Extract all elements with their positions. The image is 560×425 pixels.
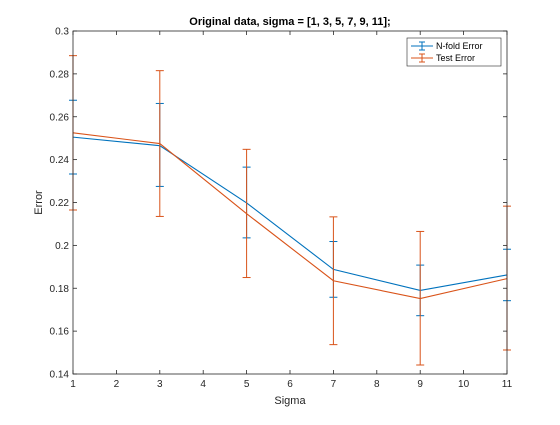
legend-swatch-0 bbox=[411, 41, 433, 51]
series-line-0 bbox=[72, 136, 508, 291]
y-tick-label: 0.28 bbox=[50, 69, 70, 80]
y-tick-label: 0.2 bbox=[55, 241, 69, 252]
y-tick-label: 0.18 bbox=[50, 284, 70, 295]
error-bar-s1-p1 bbox=[155, 70, 164, 217]
y-tick-label: 0.16 bbox=[50, 327, 70, 338]
error-bar-s1-p4 bbox=[416, 230, 425, 366]
y-tick-label: 0.24 bbox=[50, 155, 70, 166]
chart-title: Original data, sigma = [1, 3, 5, 7, 9, 1… bbox=[189, 16, 390, 28]
legend-label-1: Test Error bbox=[436, 53, 475, 63]
x-tick-label: 4 bbox=[200, 379, 206, 390]
y-tick-label: 0.3 bbox=[55, 27, 69, 38]
axes-layer: 1 2 3 4 5 6 7 8 9 10 11 0.14 0.16 0.18 0.2 0.22 0.24 0.26… bbox=[50, 27, 513, 391]
error-bar-s1-p3 bbox=[329, 216, 338, 346]
legend-box bbox=[406, 37, 502, 67]
x-tick-label: 2 bbox=[114, 379, 120, 390]
x-tick-label: 3 bbox=[157, 379, 163, 390]
x-tick-label: 9 bbox=[417, 379, 423, 390]
x-tick-label: 7 bbox=[331, 379, 337, 390]
x-tick-label: 11 bbox=[502, 379, 513, 390]
legend-label-0: N-fold Error bbox=[436, 41, 483, 51]
x-tick-label: 1 bbox=[70, 379, 76, 390]
x-tick-label: 6 bbox=[287, 379, 293, 390]
series-line-1 bbox=[72, 132, 508, 300]
x-axis-label: Sigma bbox=[274, 395, 306, 407]
x-tick-label: 8 bbox=[374, 379, 380, 390]
legend: N-fold Error Test Error bbox=[406, 37, 502, 67]
plot-area bbox=[73, 31, 507, 374]
y-tick-label: 0.26 bbox=[50, 112, 70, 123]
y-tick-label: 0.14 bbox=[50, 370, 70, 381]
x-tick-label: 5 bbox=[244, 379, 250, 390]
y-axis-label: Error bbox=[33, 190, 45, 215]
error-bar-s1-p2 bbox=[242, 148, 251, 279]
x-tick-label: 10 bbox=[458, 379, 470, 390]
legend-swatch-1 bbox=[411, 53, 433, 63]
y-tick-label: 0.22 bbox=[50, 198, 70, 209]
